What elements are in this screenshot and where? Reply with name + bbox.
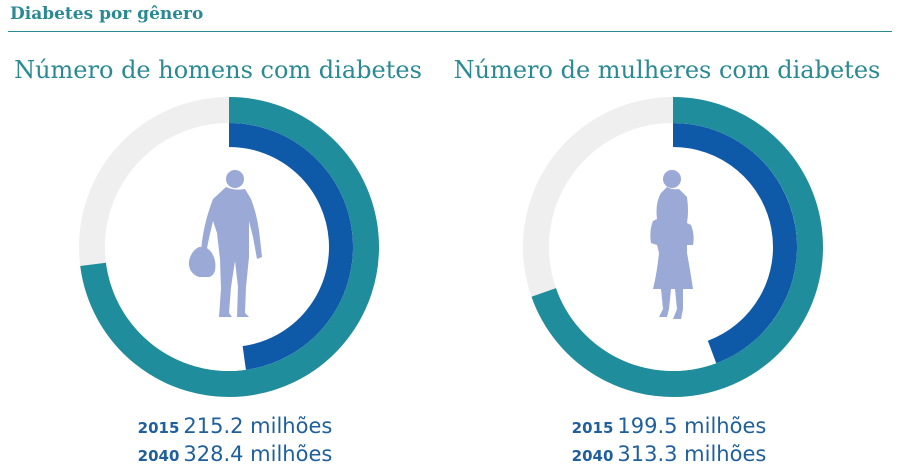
men-legend-2015: 2015 215.2 milhões	[10, 412, 460, 440]
men-legend: 2015 215.2 milhões 2040 328.4 milhões	[10, 412, 460, 468]
title-divider	[8, 31, 892, 32]
women-2040-year: 2040	[571, 447, 614, 465]
men-panel: Número de homens com diabetes 2015 215.2 …	[14, 56, 422, 466]
women-2015-value: 199.5 milhões	[617, 414, 767, 438]
women-donut-chart	[523, 97, 823, 397]
women-panel: Número de mulheres com diabetes 2015 199.…	[442, 0, 892, 473]
women-2040-value: 313.3 milhões	[617, 442, 767, 466]
men-donut-chart	[79, 97, 379, 397]
men-legend-2040: 2040 328.4 milhões	[10, 440, 460, 468]
women-2015-year: 2015	[571, 419, 614, 437]
women-2015-arc	[672, 123, 797, 364]
women-chart-title: Número de mulheres com diabetes	[453, 56, 881, 84]
men-2015-year: 2015	[137, 419, 180, 437]
women-2040-arc	[531, 97, 823, 397]
men-2015-value: 215.2 milhões	[183, 414, 333, 438]
men-2015-arc	[228, 123, 353, 370]
women-legend-2015: 2015 199.5 milhões	[444, 412, 894, 440]
men-2040-arc	[80, 97, 379, 397]
women-legend-2040: 2040 313.3 milhões	[444, 440, 894, 468]
woman-silhouette-icon	[650, 170, 694, 319]
women-legend: 2015 199.5 milhões 2040 313.3 milhões	[444, 412, 894, 468]
men-2040-value: 328.4 milhões	[183, 442, 333, 466]
section-title: Diabetes por gênero	[10, 4, 204, 24]
men-2040-year: 2040	[137, 447, 180, 465]
men-chart-title: Número de homens com diabetes	[14, 56, 422, 84]
man-silhouette-icon	[188, 170, 262, 317]
